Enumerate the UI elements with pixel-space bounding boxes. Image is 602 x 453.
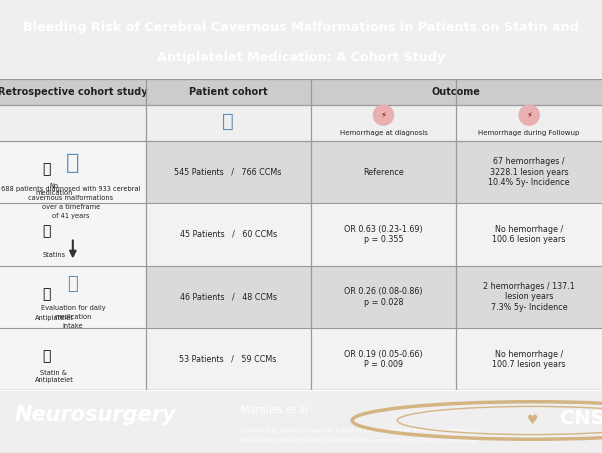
FancyBboxPatch shape [311, 203, 602, 266]
Circle shape [519, 105, 539, 125]
FancyBboxPatch shape [146, 203, 311, 266]
Text: ⚡: ⚡ [526, 111, 532, 120]
Text: 67 hemorrhages /
3228.1 lesion years
10.4% 5y- Incidence: 67 hemorrhages / 3228.1 lesion years 10.… [488, 157, 570, 187]
Text: Please refer to the article online at neurosurgery-online.com for full copyright: Please refer to the article online at ne… [241, 438, 480, 443]
Text: Neurosurgery: Neurosurgery [15, 405, 176, 425]
Text: Antiplatelet Medication: A Cohort Study: Antiplatelet Medication: A Cohort Study [157, 51, 445, 63]
Text: 🚫: 🚫 [42, 162, 51, 176]
FancyBboxPatch shape [311, 328, 602, 390]
Text: OR 0.19 (0.05-0.66)
P = 0.009: OR 0.19 (0.05-0.66) P = 0.009 [344, 350, 423, 369]
FancyBboxPatch shape [0, 203, 146, 266]
Text: 👥: 👥 [66, 153, 79, 173]
Text: Published by Wolters Kluwer on behalf of the Congress of Neurological Surgeons: Published by Wolters Kluwer on behalf of… [241, 428, 479, 433]
Text: 💊: 💊 [42, 287, 51, 301]
FancyBboxPatch shape [0, 328, 146, 390]
Text: 2 hemorrhages / 137.1
lesion years
7.3% 5y- Incidence: 2 hemorrhages / 137.1 lesion years 7.3% … [483, 282, 575, 312]
Text: Retrospective cohort study: Retrospective cohort study [0, 87, 147, 97]
Text: 688 patients diagnosed with 933 cerebral
cavernous malformations
over a timefram: 688 patients diagnosed with 933 cerebral… [1, 187, 141, 219]
Text: 46 Patients   /   48 CCMs: 46 Patients / 48 CCMs [179, 292, 277, 301]
Text: No hemorrhage /
100.7 lesion years: No hemorrhage / 100.7 lesion years [492, 350, 566, 369]
FancyBboxPatch shape [146, 328, 311, 390]
Text: Marques et al: Marques et al [241, 405, 308, 415]
FancyBboxPatch shape [0, 79, 602, 105]
Text: Hemorrhage at diagnosis: Hemorrhage at diagnosis [340, 130, 427, 136]
Text: Bleeding Risk of Cerebral Cavernous Malformations in Patients on Statin and: Bleeding Risk of Cerebral Cavernous Malf… [23, 21, 579, 34]
FancyBboxPatch shape [0, 141, 146, 203]
Circle shape [373, 105, 394, 125]
Text: 💊: 💊 [42, 224, 51, 238]
Text: Statin &
Antiplatelet: Statin & Antiplatelet [34, 370, 73, 383]
Text: 53 Patients   /   59 CCMs: 53 Patients / 59 CCMs [179, 355, 277, 364]
Text: 👥: 👥 [222, 112, 234, 131]
Text: No hemorrhage /
100.6 lesion years: No hemorrhage / 100.6 lesion years [492, 225, 566, 244]
FancyBboxPatch shape [146, 266, 311, 328]
Text: 💊: 💊 [42, 349, 51, 363]
Text: OR 0.26 (0.08-0.86)
p = 0.028: OR 0.26 (0.08-0.86) p = 0.028 [344, 287, 423, 307]
Text: Antiplatelet: Antiplatelet [34, 314, 73, 321]
FancyBboxPatch shape [311, 266, 602, 328]
Text: Evaluation for daily
medication
intake: Evaluation for daily medication intake [40, 305, 105, 329]
Text: Patient cohort: Patient cohort [189, 87, 267, 97]
Text: OR 0.63 (0.23-1.69)
p = 0.355: OR 0.63 (0.23-1.69) p = 0.355 [344, 225, 423, 244]
Text: 45 Patients   /   60 CCMs: 45 Patients / 60 CCMs [179, 230, 277, 239]
Text: Statins: Statins [42, 252, 66, 258]
Text: ⚡: ⚡ [380, 111, 386, 120]
Text: CNS: CNS [560, 409, 602, 428]
Text: No
medication: No medication [35, 183, 73, 196]
Text: ♥: ♥ [527, 414, 538, 427]
Text: Reference: Reference [363, 168, 404, 177]
Text: 📋: 📋 [67, 275, 78, 293]
FancyBboxPatch shape [0, 266, 146, 328]
Text: Outcome: Outcome [432, 87, 481, 97]
Text: 545 Patients   /   766 CCMs: 545 Patients / 766 CCMs [175, 168, 282, 177]
Text: Hemorrhage during Followup: Hemorrhage during Followup [479, 130, 580, 136]
FancyBboxPatch shape [146, 141, 311, 203]
FancyBboxPatch shape [311, 141, 602, 203]
